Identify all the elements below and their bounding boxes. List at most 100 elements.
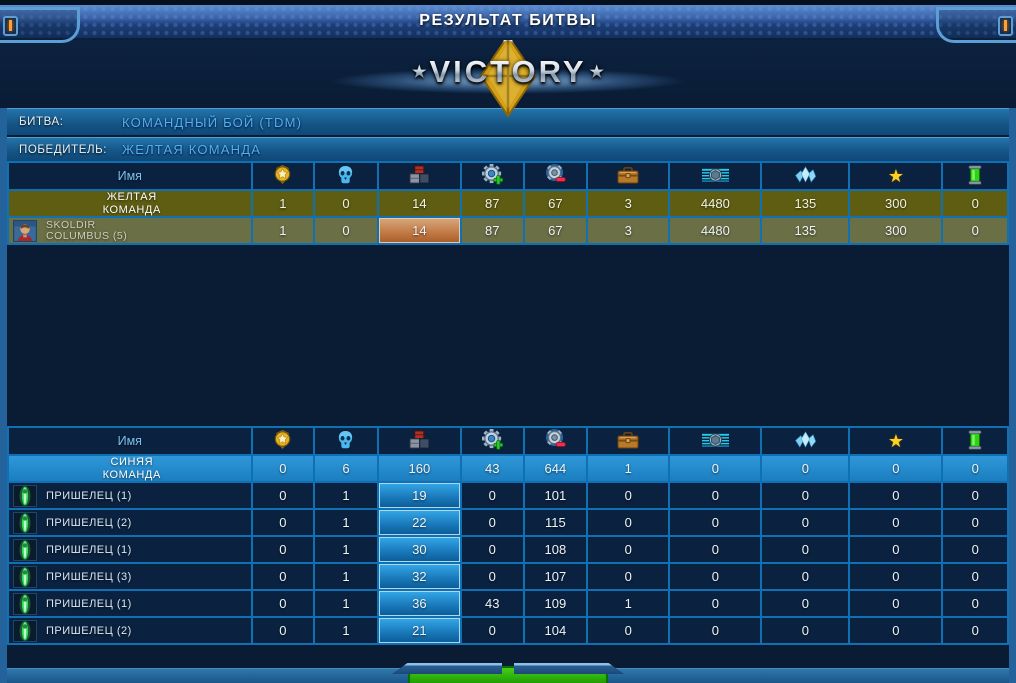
- victory-label: VICTORY: [429, 54, 587, 89]
- crystals-icon: [762, 428, 849, 454]
- stat-cell: 0: [461, 618, 523, 643]
- stat-cell: 87: [461, 191, 523, 216]
- winner-label: ПОБЕДИТЕЛЬ:: [19, 143, 108, 156]
- player-name-cell: ПРИШЕЛЕЦ (2): [9, 618, 251, 643]
- player-row: ПРИШЕЛЕЦ (2) 0 1 21 0 104 0 0 0 0 0: [9, 618, 1007, 643]
- cargo-crates-icon: [378, 428, 460, 454]
- hex-pattern: [0, 5, 1016, 38]
- battery-icon: [943, 163, 1007, 189]
- stat-cell: 0: [670, 510, 761, 535]
- stat-cell: 300: [850, 218, 942, 243]
- stat-cell: 0: [762, 591, 849, 616]
- header-row: Имя ★: [9, 163, 1007, 189]
- player-avatar: [13, 219, 37, 242]
- stat-cell: 300: [850, 191, 942, 216]
- stat-cell: 4480: [670, 191, 761, 216]
- player-row: ПРИШЕЛЕЦ (2) 0 1 22 0 115 0 0 0 0 0: [9, 510, 1007, 535]
- frame-bracket-left: [0, 7, 80, 43]
- gear-plus-icon: [461, 428, 523, 454]
- stat-cell: 14: [378, 191, 460, 216]
- stat-cell-highlighted: 30: [378, 537, 460, 562]
- stat-cell: 135: [762, 191, 849, 216]
- stat-cell: 1: [315, 483, 377, 508]
- star-icon: ★: [589, 64, 604, 81]
- yellow-team-table: Имя ★ ЖЕЛТАЯ КОМАНДА 1 0 14 87: [7, 161, 1009, 245]
- titlebar: РЕЗУЛЬТАТ БИТВЫ: [0, 5, 1016, 43]
- button-wing-right: [514, 663, 624, 674]
- content-frame: БИТВА: КОМАНДНЫЙ БОЙ (TDM) ПОБЕДИТЕЛЬ: Ж…: [0, 108, 1016, 683]
- player-row: ПРИШЕЛЕЦ (1) 0 1 36 43 109 1 0 0 0 0: [9, 591, 1007, 616]
- toolbox-icon: [588, 163, 669, 189]
- stat-cell: 0: [943, 618, 1007, 643]
- medal-star-icon: [252, 428, 314, 454]
- stat-cell: 109: [524, 591, 587, 616]
- stat-cell: 0: [943, 510, 1007, 535]
- stat-cell: 43: [461, 456, 523, 481]
- winner-info-row: ПОБЕДИТЕЛЬ: ЖЕЛТАЯ КОМАНДА: [7, 137, 1009, 161]
- frame-bracket-right: [936, 7, 1016, 43]
- player-name-cell: ПРИШЕЛЕЦ (1): [9, 537, 251, 562]
- stat-cell: 0: [943, 456, 1007, 481]
- stat-cell: 0: [943, 591, 1007, 616]
- stat-cell: 1: [315, 537, 377, 562]
- stat-cell: 0: [252, 537, 314, 562]
- page-title: РЕЗУЛЬТАТ БИТВЫ: [419, 12, 597, 29]
- victory-banner: ★VICTORY ★: [0, 27, 1016, 118]
- column-header-name: Имя: [9, 163, 251, 189]
- stat-cell: 3: [588, 191, 669, 216]
- stat-cell: 0: [461, 537, 523, 562]
- skull-icon: [315, 428, 377, 454]
- stat-cell-highlighted: 21: [378, 618, 460, 643]
- stat-cell: 0: [850, 510, 942, 535]
- gear-minus-icon: [524, 428, 587, 454]
- button-wing-left: [392, 663, 502, 674]
- stat-cell: 0: [943, 564, 1007, 589]
- stat-cell: 0: [252, 456, 314, 481]
- team-name-cell: СИНЯЯ КОМАНДА: [9, 456, 251, 481]
- spacer: [7, 245, 1009, 426]
- stat-cell: 115: [524, 510, 587, 535]
- stat-cell: 0: [588, 483, 669, 508]
- stat-cell: 6: [315, 456, 377, 481]
- cargo-crates-icon: [378, 163, 460, 189]
- toolbox-icon: [588, 428, 669, 454]
- stat-cell: 0: [850, 537, 942, 562]
- stat-cell: 0: [762, 456, 849, 481]
- team-row-yellow: ЖЕЛТАЯ КОМАНДА 1 0 14 87 67 3 4480 135 30…: [9, 191, 1007, 216]
- stat-cell: 0: [850, 456, 942, 481]
- stat-cell: 0: [315, 218, 377, 243]
- medal-star-icon: [252, 163, 314, 189]
- blue-team-table: Имя ★ СИНЯЯ КОМАНДА 0 6 160 43: [7, 426, 1009, 645]
- battle-label: БИТВА:: [19, 116, 64, 128]
- stat-cell: 87: [461, 218, 523, 243]
- stat-cell: 101: [524, 483, 587, 508]
- team-name-cell: ЖЕЛТАЯ КОМАНДА: [9, 191, 251, 216]
- stat-cell: 0: [943, 537, 1007, 562]
- stat-cell: 1: [315, 591, 377, 616]
- alien-avatar: [13, 484, 37, 507]
- alien-avatar: [13, 565, 37, 588]
- stat-cell: 67: [524, 191, 587, 216]
- stat-cell: 0: [670, 456, 761, 481]
- stat-cell: 0: [588, 510, 669, 535]
- victory-text: ★VICTORY ★: [0, 54, 1016, 90]
- stat-cell: 4480: [670, 218, 761, 243]
- stat-cell: 0: [252, 564, 314, 589]
- stat-cell: 0: [670, 537, 761, 562]
- stat-cell: 1: [315, 564, 377, 589]
- player-name-cell: ПРИШЕЛЕЦ (1): [9, 483, 251, 508]
- header-row: Имя ★: [9, 428, 1007, 454]
- player-row: ПРИШЕЛЕЦ (1) 0 1 19 0 101 0 0 0 0 0: [9, 483, 1007, 508]
- top-strip: [0, 0, 1016, 5]
- player-row: SKOLDIR COLUMBUS (5) 1 0 14 87 67 3 4480 …: [9, 218, 1007, 243]
- winner-value: ЖЕЛТАЯ КОМАНДА: [122, 142, 262, 157]
- stat-cell: 0: [461, 510, 523, 535]
- stat-cell: 1: [315, 510, 377, 535]
- stat-cell: 0: [762, 564, 849, 589]
- frame-tab-left: [3, 16, 18, 36]
- column-header-name: Имя: [9, 428, 251, 454]
- stat-cell: 1: [588, 591, 669, 616]
- stat-cell: 107: [524, 564, 587, 589]
- star-icon: ★: [850, 163, 942, 189]
- stat-cell: 3: [588, 218, 669, 243]
